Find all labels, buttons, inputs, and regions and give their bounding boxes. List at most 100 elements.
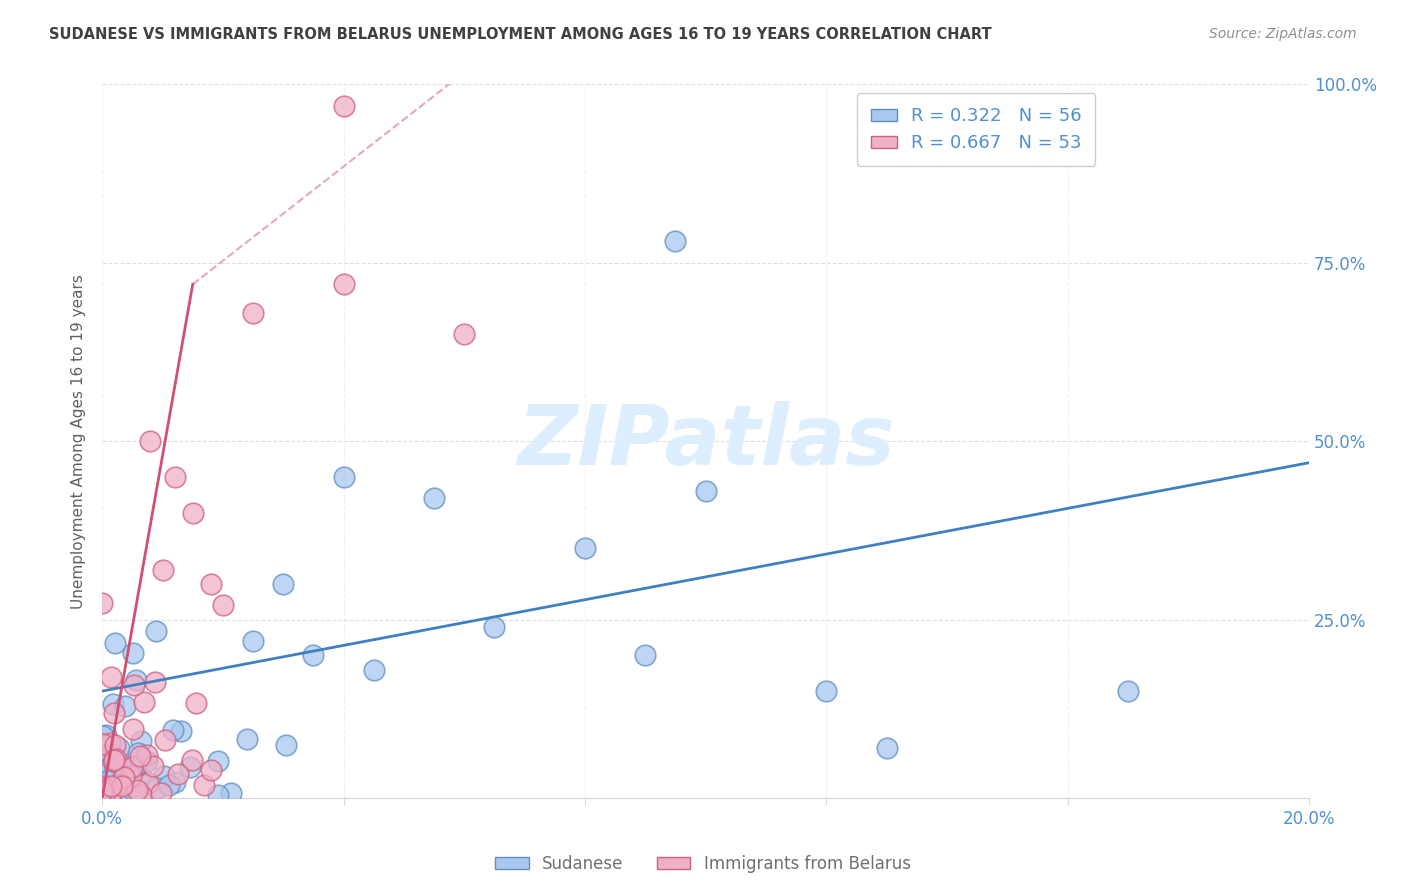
Point <box>103 753 125 767</box>
Point <box>242 634 264 648</box>
Point <box>104 635 127 649</box>
Point <box>114 764 136 778</box>
Point <box>163 470 186 484</box>
Point <box>152 563 174 577</box>
Point <box>125 760 148 774</box>
Point <box>145 624 167 638</box>
Point <box>103 706 125 721</box>
Text: Source: ZipAtlas.com: Source: ZipAtlas.com <box>1209 27 1357 41</box>
Point <box>120 761 142 775</box>
Point <box>815 684 838 698</box>
Point <box>179 760 201 774</box>
Point <box>112 770 135 784</box>
Point <box>94 764 117 778</box>
Point <box>103 764 125 779</box>
Point <box>193 778 215 792</box>
Point <box>93 730 115 744</box>
Point <box>91 738 114 752</box>
Point <box>91 597 114 611</box>
Point <box>100 736 122 750</box>
Point <box>574 541 596 556</box>
Point <box>221 786 243 800</box>
Point <box>162 723 184 738</box>
Point <box>107 740 129 755</box>
Point <box>91 779 114 793</box>
Point <box>93 786 115 800</box>
Point <box>120 791 142 805</box>
Point <box>146 781 169 796</box>
Point <box>135 754 157 768</box>
Text: SUDANESE VS IMMIGRANTS FROM BELARUS UNEMPLOYMENT AMONG AGES 16 TO 19 YEARS CORRE: SUDANESE VS IMMIGRANTS FROM BELARUS UNEM… <box>49 27 991 42</box>
Point <box>332 277 354 292</box>
Point <box>128 749 150 764</box>
Point <box>332 99 354 113</box>
Legend: Sudanese, Immigrants from Belarus: Sudanese, Immigrants from Belarus <box>489 848 917 880</box>
Point <box>200 763 222 777</box>
Point <box>276 738 298 752</box>
Point <box>124 678 146 692</box>
Y-axis label: Unemployment Among Ages 16 to 19 years: Unemployment Among Ages 16 to 19 years <box>72 274 86 608</box>
Point <box>634 648 657 663</box>
Point <box>93 784 115 798</box>
Point <box>236 731 259 746</box>
Point <box>149 786 172 800</box>
Point <box>165 775 187 789</box>
Point <box>242 306 264 320</box>
Point <box>121 760 143 774</box>
Point <box>271 577 294 591</box>
Point <box>453 327 475 342</box>
Point <box>170 723 193 738</box>
Point <box>128 768 150 782</box>
Point <box>207 754 229 768</box>
Point <box>695 484 717 499</box>
Point <box>120 769 142 783</box>
Point <box>101 754 124 768</box>
Point <box>132 695 155 709</box>
Point <box>103 697 125 711</box>
Point <box>105 764 128 779</box>
Legend: R = 0.322   N = 56, R = 0.667   N = 53: R = 0.322 N = 56, R = 0.667 N = 53 <box>856 93 1095 166</box>
Point <box>100 779 122 793</box>
Point <box>98 788 121 802</box>
Point <box>484 620 506 634</box>
Point <box>136 748 159 763</box>
Point <box>363 663 385 677</box>
Point <box>105 778 128 792</box>
Point <box>129 788 152 802</box>
Point <box>876 741 898 756</box>
Point <box>100 670 122 684</box>
Point <box>143 674 166 689</box>
Point <box>1116 684 1139 698</box>
Point <box>200 577 222 591</box>
Point <box>423 491 446 506</box>
Point <box>129 733 152 747</box>
Point <box>91 784 114 798</box>
Point <box>125 783 148 797</box>
Point <box>122 723 145 737</box>
Point <box>110 758 132 772</box>
Point <box>98 772 121 787</box>
Point <box>139 434 162 449</box>
Point <box>157 778 180 792</box>
Point <box>127 746 149 760</box>
Point <box>153 769 176 783</box>
Point <box>181 753 204 767</box>
Point <box>124 673 146 687</box>
Text: ZIPatlas: ZIPatlas <box>517 401 894 482</box>
Point <box>181 506 204 520</box>
Point <box>111 779 134 793</box>
Point <box>664 235 686 249</box>
Point <box>112 772 135 787</box>
Point <box>110 778 132 792</box>
Point <box>142 759 165 773</box>
Point <box>153 733 176 747</box>
Point <box>93 781 115 796</box>
Point <box>136 776 159 790</box>
Point <box>124 759 146 773</box>
Point <box>166 767 188 781</box>
Point <box>332 470 354 484</box>
Point <box>121 646 143 660</box>
Point <box>212 599 235 613</box>
Point <box>91 784 114 798</box>
Point <box>94 728 117 742</box>
